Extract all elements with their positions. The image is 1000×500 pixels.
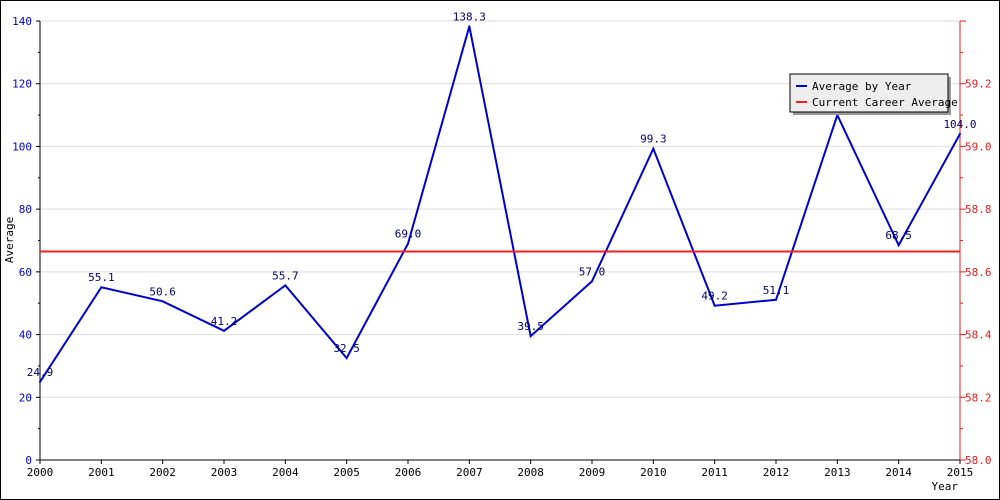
y-tick-label-right: 58.8 (965, 203, 992, 216)
data-label: 49.2 (701, 290, 728, 303)
data-label: 99.3 (640, 133, 667, 146)
y-tick-label-left: 0 (25, 454, 32, 467)
axes: 0 20 40 60 80 100 120 140 58.0 58.2 58.4 58.6 58.8 59… (3, 15, 992, 493)
y-tick-label-left: 20 (19, 391, 32, 404)
y-tick-label-right: 59.2 (965, 78, 992, 91)
y-tick-label-right: 59.0 (965, 140, 992, 153)
y-tick-label-left: 140 (12, 15, 32, 28)
series-layer (39, 25, 961, 383)
x-tick-label: 2009 (579, 466, 606, 479)
x-tick-label: 2006 (395, 466, 422, 479)
data-label: 24.9 (27, 366, 54, 379)
data-label: 104.0 (943, 118, 976, 131)
x-tick-label: 2003 (211, 466, 238, 479)
y-tick-label-right: 58.2 (965, 391, 992, 404)
data-point (100, 286, 103, 289)
x-tick-label: 2011 (701, 466, 728, 479)
data-point (161, 300, 164, 303)
series-line-average-by-year (39, 26, 961, 383)
data-label: 32.5 (333, 342, 360, 355)
data-point (652, 147, 655, 150)
data-point (959, 132, 961, 135)
legend-box (789, 73, 949, 113)
legend-entry: Average by Year (812, 80, 912, 93)
data-label: 39.5 (517, 320, 544, 333)
x-tick-label: 2015 (947, 466, 974, 479)
y-tick-label-right: 58.0 (965, 454, 992, 467)
data-point (223, 329, 225, 332)
x-tick-label: 2004 (272, 466, 299, 479)
x-tick-label: 2013 (824, 466, 851, 479)
data-label: 138.3 (453, 10, 486, 23)
data-label: 51.1 (763, 284, 790, 297)
x-tick-label: 2008 (517, 466, 544, 479)
data-point (284, 284, 287, 287)
legend-entry: Current Career Average (812, 96, 958, 109)
legend: Average by Year Current Career Average (789, 73, 958, 115)
data-label: 55.7 (272, 269, 299, 282)
x-tick-label: 2012 (763, 466, 790, 479)
data-point (468, 25, 471, 28)
y-tick-label-left: 40 (19, 329, 32, 342)
y-tick-label-left: 100 (12, 140, 32, 153)
data-label: 69.0 (395, 228, 422, 241)
data-label: 50.6 (149, 285, 176, 298)
data-point (407, 242, 409, 245)
x-tick-label: 2001 (88, 466, 115, 479)
data-point (345, 357, 348, 360)
data-point (529, 335, 532, 338)
data-label: 41.2 (211, 315, 238, 328)
x-tick-label: 2002 (149, 466, 176, 479)
y-tick-label-left: 120 (12, 78, 32, 91)
x-tick-label: 2010 (640, 466, 667, 479)
data-point (713, 304, 716, 307)
y-tick-label-right: 58.6 (965, 266, 992, 279)
data-point (775, 298, 777, 301)
data-label: 55.1 (88, 271, 115, 284)
x-tick-label: 2000 (27, 466, 54, 479)
y-tick-label-left: 80 (19, 203, 32, 216)
y-tick-label-right: 58.4 (965, 329, 992, 342)
x-tick-label: 2014 (885, 466, 912, 479)
x-axis-title: Year (932, 480, 959, 493)
y-axis-title: Average (3, 217, 16, 263)
x-tick-label: 2005 (333, 466, 360, 479)
data-labels: 24.9 55.1 50.6 41.2 55.7 32.5 69.0 138.3 39.5 57.… (27, 10, 977, 379)
data-point (897, 244, 900, 247)
x-tick-label: 2007 (456, 466, 483, 479)
data-point (591, 280, 593, 283)
y-tick-label-left: 60 (19, 266, 32, 279)
data-label: 68.5 (885, 229, 912, 242)
data-point (39, 380, 41, 383)
data-label: 57.0 (579, 265, 606, 278)
